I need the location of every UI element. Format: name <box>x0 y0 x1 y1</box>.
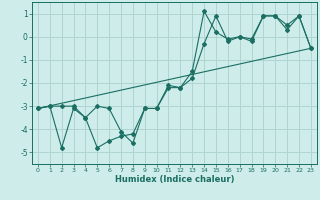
X-axis label: Humidex (Indice chaleur): Humidex (Indice chaleur) <box>115 175 234 184</box>
